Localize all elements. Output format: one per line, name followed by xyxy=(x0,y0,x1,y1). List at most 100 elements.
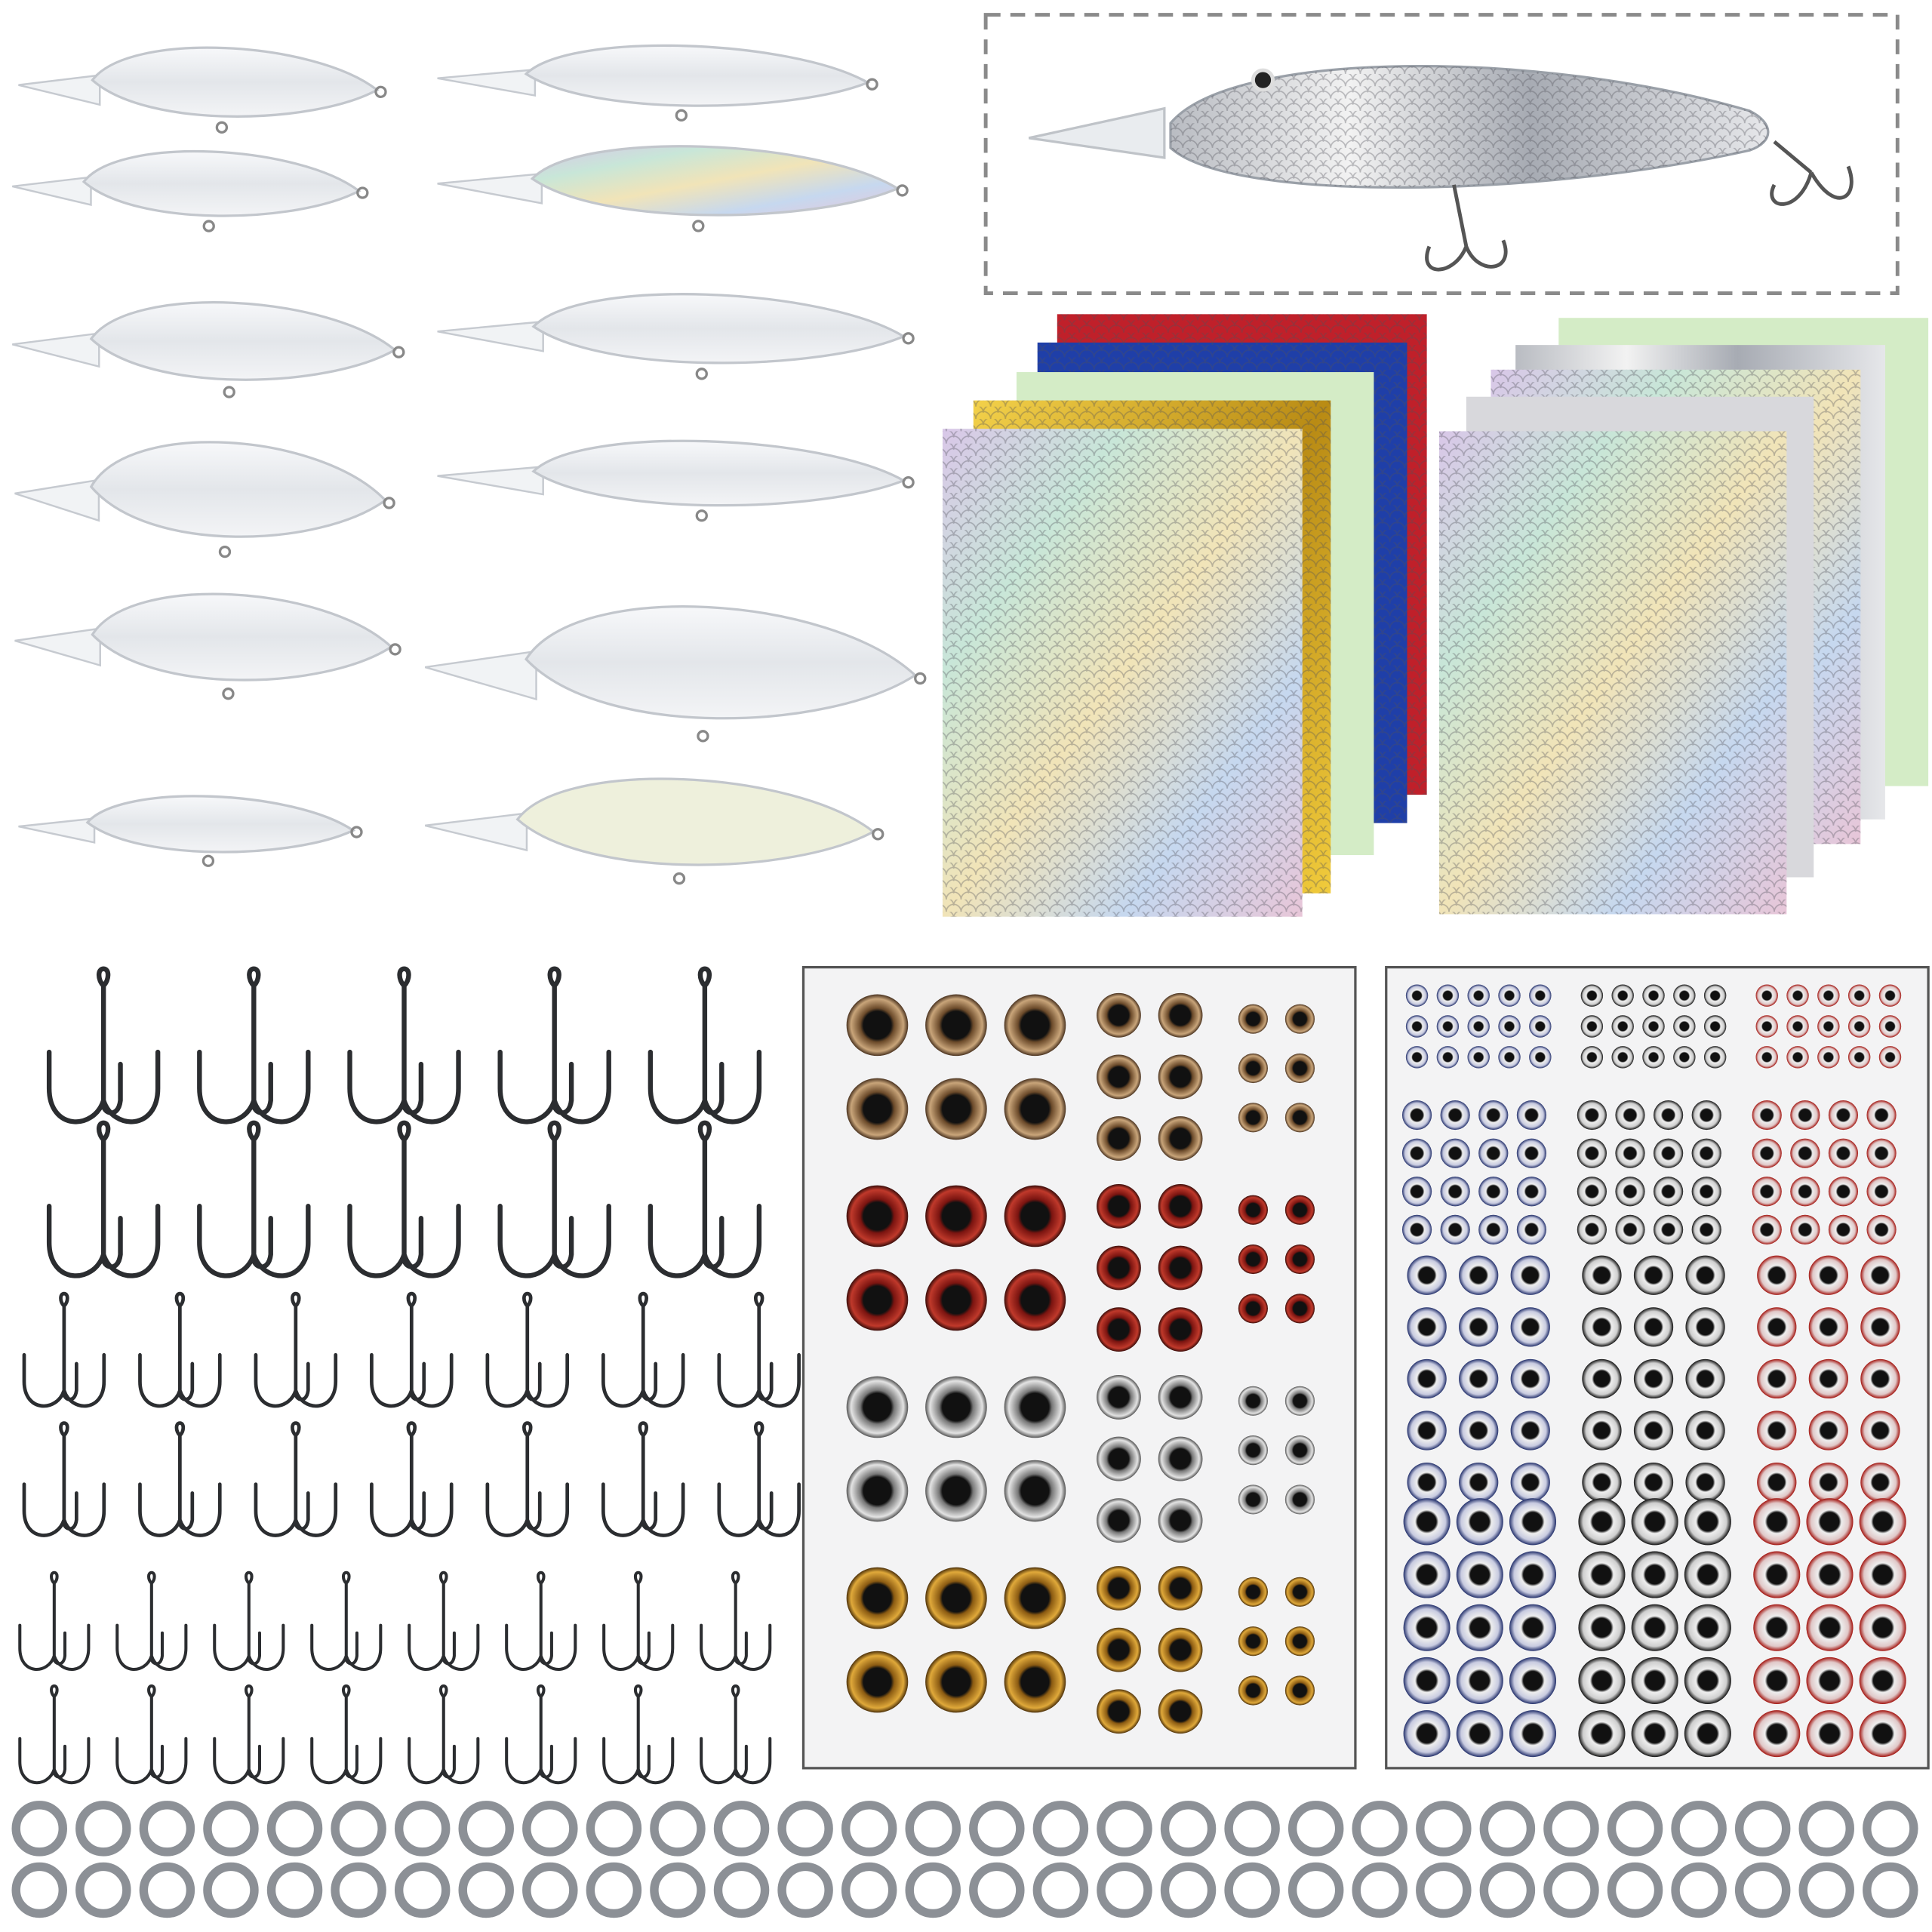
split-ring xyxy=(458,1801,514,1857)
split-ring xyxy=(1416,1862,1472,1918)
eye-sticker xyxy=(1691,1100,1721,1131)
eye-sticker xyxy=(1786,984,1809,1007)
split-ring xyxy=(203,1862,259,1918)
split-ring xyxy=(1734,1801,1791,1857)
hook-wire xyxy=(485,1291,570,1408)
lure-eyelet xyxy=(223,386,235,398)
eye-stickers xyxy=(846,984,1906,1758)
eye-sticker xyxy=(1467,984,1490,1007)
eye-sticker xyxy=(1509,1710,1557,1758)
split-ring xyxy=(586,1801,642,1857)
eye-sticker xyxy=(1673,984,1696,1007)
lure-eyelet xyxy=(866,78,878,91)
eye-sticker xyxy=(1516,1100,1546,1131)
eye-sticker xyxy=(1631,1604,1678,1651)
hook-wire xyxy=(717,1291,801,1408)
hook-wire xyxy=(22,1291,106,1408)
eye-sticker xyxy=(1401,1100,1432,1131)
eye-sticker xyxy=(1405,984,1429,1007)
eye-sticker xyxy=(1498,1015,1521,1038)
split-ring xyxy=(394,1801,451,1857)
treble-hook xyxy=(213,1684,285,1785)
eye-sticker xyxy=(1859,1710,1906,1758)
lure-body xyxy=(89,301,397,381)
eye-sticker xyxy=(1808,1255,1848,1295)
hook-wire xyxy=(700,1684,772,1785)
split-ring xyxy=(1287,1862,1344,1918)
split-ring xyxy=(586,1862,642,1918)
hook-wire xyxy=(46,1120,161,1278)
lure-eyelet xyxy=(902,332,915,345)
lure-eyelet xyxy=(202,220,215,232)
lure-lip xyxy=(424,650,537,701)
split-ring xyxy=(969,1862,1025,1918)
eye-sticker xyxy=(1753,1551,1801,1598)
eye-sticker xyxy=(1866,1214,1897,1244)
eye-sticker xyxy=(1403,1604,1451,1651)
eye-sticker xyxy=(1238,1103,1268,1133)
eye-sticker xyxy=(1685,1307,1725,1347)
treble-hook xyxy=(717,1291,801,1408)
eye-sticker xyxy=(1790,1177,1820,1207)
split-ring xyxy=(75,1862,131,1918)
lure-eyelet xyxy=(675,109,688,122)
eye-sticker xyxy=(1004,1460,1066,1522)
eye-sticker xyxy=(1510,1462,1550,1503)
hook-wire xyxy=(408,1684,480,1785)
split-ring xyxy=(203,1801,259,1857)
eye-sticker xyxy=(1703,1046,1727,1069)
eye-sticker xyxy=(1238,1386,1268,1416)
split-ring xyxy=(1032,1801,1089,1857)
treble-hook xyxy=(497,966,611,1124)
sheet-texture xyxy=(942,429,1303,917)
eye-sticker xyxy=(1828,1138,1859,1168)
eye-sticker xyxy=(1859,1498,1906,1546)
eye-sticker xyxy=(1510,1255,1550,1295)
eye-sticker xyxy=(925,1376,987,1438)
eye-sticker xyxy=(1284,1103,1315,1133)
split-ring xyxy=(1416,1801,1472,1857)
eye-sticker xyxy=(1238,1626,1268,1657)
eye-sticker xyxy=(1456,1498,1503,1546)
treble-hook xyxy=(370,1421,454,1537)
eye-sticker xyxy=(1654,1214,1684,1244)
eye-sticker xyxy=(1828,1177,1859,1207)
lure-eyelet xyxy=(383,497,395,509)
eye-sticker xyxy=(1158,1307,1203,1352)
eye-sticker xyxy=(1478,1138,1509,1168)
treble-hook xyxy=(46,1120,161,1278)
eye-sticker xyxy=(925,1567,987,1629)
eye-sticker xyxy=(1642,1046,1665,1069)
eye-sticker xyxy=(1238,1675,1268,1706)
eye-sticker xyxy=(1436,1046,1460,1069)
eye-sticker xyxy=(1847,984,1871,1007)
hook-wire xyxy=(370,1421,454,1537)
eye-sticker xyxy=(1401,1214,1432,1244)
lure-eyelet xyxy=(218,545,232,558)
eye-sticker xyxy=(1806,1551,1854,1598)
eye-sticker xyxy=(1752,1138,1782,1168)
eye-sticker xyxy=(1878,984,1902,1007)
hook-wire xyxy=(138,1291,222,1408)
eye-sticker xyxy=(1158,1627,1203,1672)
eye-sticker xyxy=(1866,1100,1897,1131)
eye-sticker xyxy=(1097,1498,1141,1543)
eye-sticker xyxy=(1478,1177,1509,1207)
treble-hook xyxy=(700,1571,772,1671)
eye-sticker xyxy=(1440,1214,1470,1244)
eye-sticker xyxy=(1685,1462,1725,1503)
split-ring xyxy=(905,1862,961,1918)
eye-sticker xyxy=(1615,1138,1645,1168)
split-ring xyxy=(266,1801,323,1857)
eye-sticker xyxy=(1806,1604,1854,1651)
split-ring xyxy=(969,1801,1025,1857)
split-ring xyxy=(1224,1862,1280,1918)
eye-sticker xyxy=(846,994,909,1057)
eye-sticker xyxy=(1808,1307,1848,1347)
eye-sticker xyxy=(1238,1244,1268,1275)
split-ring xyxy=(1352,1862,1407,1918)
eye-sticker xyxy=(1654,1177,1684,1207)
split-ring xyxy=(1671,1801,1727,1857)
lure-body xyxy=(89,441,388,538)
